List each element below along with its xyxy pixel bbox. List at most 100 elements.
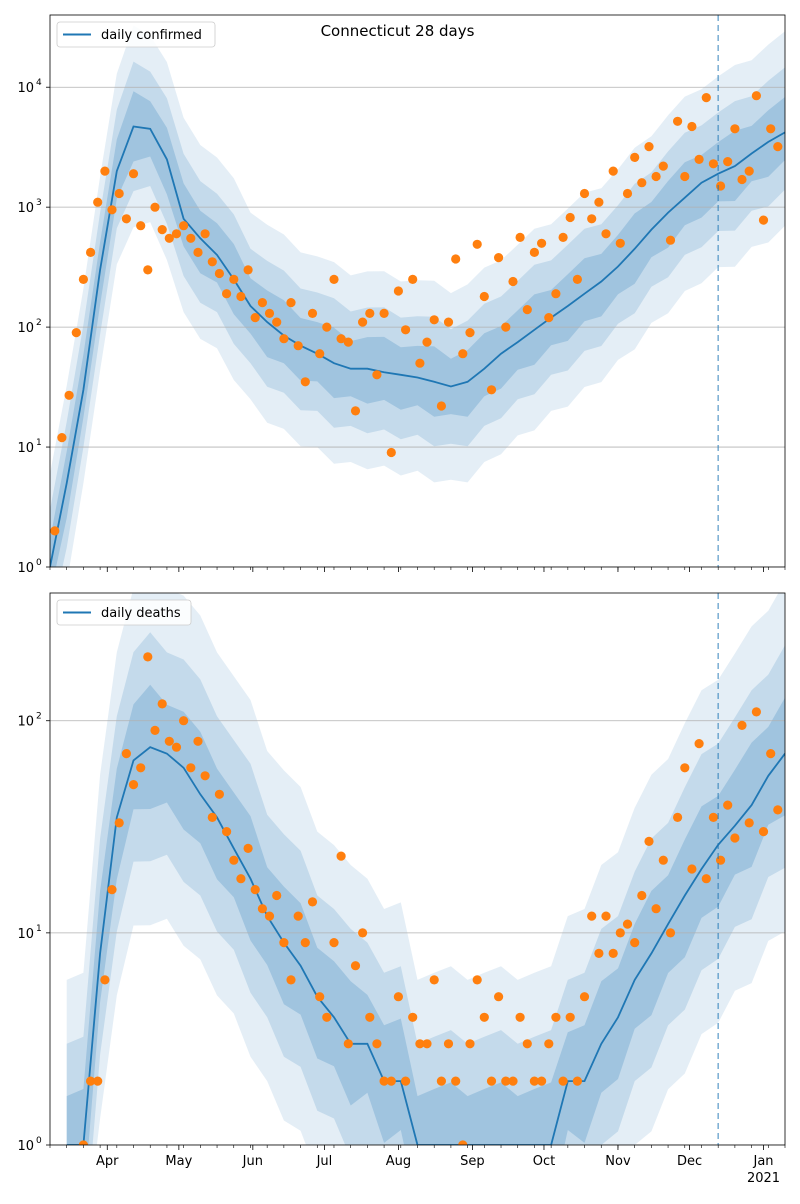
data-point <box>529 1076 540 1086</box>
data-point <box>694 739 704 749</box>
data-point <box>515 232 525 242</box>
data-point <box>479 291 489 302</box>
data-point <box>673 812 683 823</box>
data-point <box>300 938 310 948</box>
x-tick-label: Jun <box>242 1154 263 1169</box>
y-tick-exponent: 1 <box>36 924 42 934</box>
data-point <box>193 736 203 746</box>
data-point <box>708 812 719 823</box>
data-point <box>114 188 124 199</box>
chart-title: Connecticut 28 days <box>321 22 475 40</box>
data-point <box>637 178 647 188</box>
data-point <box>472 239 482 249</box>
x-tick-label: Jan <box>752 1154 773 1169</box>
data-point <box>408 274 418 284</box>
data-point <box>486 385 497 395</box>
data-point <box>386 1076 396 1086</box>
data-point <box>508 1076 518 1086</box>
data-point <box>551 289 561 299</box>
data-point <box>171 742 182 752</box>
data-point <box>286 975 296 985</box>
data-point <box>565 1012 575 1022</box>
data-point <box>401 325 411 335</box>
legend-label: daily deaths <box>101 606 181 621</box>
data-point <box>150 202 160 212</box>
legend: daily confirmed <box>56 21 216 48</box>
data-point <box>93 1076 103 1086</box>
data-point <box>229 855 239 865</box>
data-point <box>644 836 654 847</box>
y-tick-exponent: 0 <box>36 558 42 568</box>
data-point <box>358 928 368 938</box>
data-point <box>143 265 153 275</box>
data-point <box>766 749 776 759</box>
data-point <box>730 124 740 134</box>
series-line <box>66 746 785 1145</box>
data-point <box>572 274 583 284</box>
data-point <box>164 233 174 243</box>
data-point <box>143 652 153 662</box>
data-point <box>358 317 368 327</box>
data-point <box>601 911 611 921</box>
data-point <box>200 229 210 239</box>
data-point <box>501 322 511 332</box>
y-tick-label: 10 <box>17 441 34 456</box>
plot-area <box>50 15 785 567</box>
data-point <box>293 341 303 351</box>
data-point <box>329 938 339 948</box>
data-point <box>107 205 117 215</box>
data-point <box>773 142 783 152</box>
data-point <box>157 225 167 235</box>
data-point <box>179 716 189 726</box>
data-point <box>615 238 625 248</box>
data-point <box>343 1039 353 1049</box>
data-point <box>250 313 260 323</box>
data-point <box>758 827 769 837</box>
data-point <box>121 749 131 759</box>
legend-box <box>56 599 192 626</box>
data-point <box>350 406 361 416</box>
data-point <box>601 229 611 239</box>
data-point <box>264 911 275 921</box>
data-point <box>522 1039 532 1049</box>
data-point <box>222 827 232 837</box>
data-point <box>415 1039 425 1049</box>
data-point <box>658 161 668 171</box>
data-point <box>565 212 575 223</box>
data-point <box>315 349 325 359</box>
y-tick-label: 10 <box>17 81 34 96</box>
legend-label: daily confirmed <box>101 28 202 43</box>
data-point <box>250 885 260 895</box>
data-point <box>401 1076 411 1086</box>
y-tick-label: 10 <box>17 201 34 216</box>
data-point <box>579 188 590 199</box>
data-point <box>658 855 668 865</box>
x-tick-label: Oct <box>533 1154 555 1169</box>
data-point <box>78 1140 88 1145</box>
data-point <box>350 961 361 971</box>
data-point <box>744 166 754 176</box>
x-tick-label: Apr <box>96 1154 119 1169</box>
data-point <box>408 1012 418 1022</box>
data-point <box>336 851 346 861</box>
data-point <box>71 328 81 338</box>
data-point <box>708 159 719 169</box>
data-point <box>751 707 762 717</box>
uncertainty-band-0 <box>66 593 785 1145</box>
data-point <box>680 763 690 773</box>
data-point <box>544 1039 554 1049</box>
data-point <box>637 890 647 901</box>
data-point <box>723 800 733 810</box>
data-point <box>587 911 597 921</box>
data-point <box>150 725 160 736</box>
data-point <box>393 286 403 296</box>
data-point <box>86 247 96 257</box>
data-point <box>579 992 590 1002</box>
y-tick-label: 10 <box>17 561 34 576</box>
data-point <box>451 1076 461 1086</box>
data-point <box>443 317 454 327</box>
data-point <box>100 166 110 176</box>
data-point <box>128 780 139 790</box>
